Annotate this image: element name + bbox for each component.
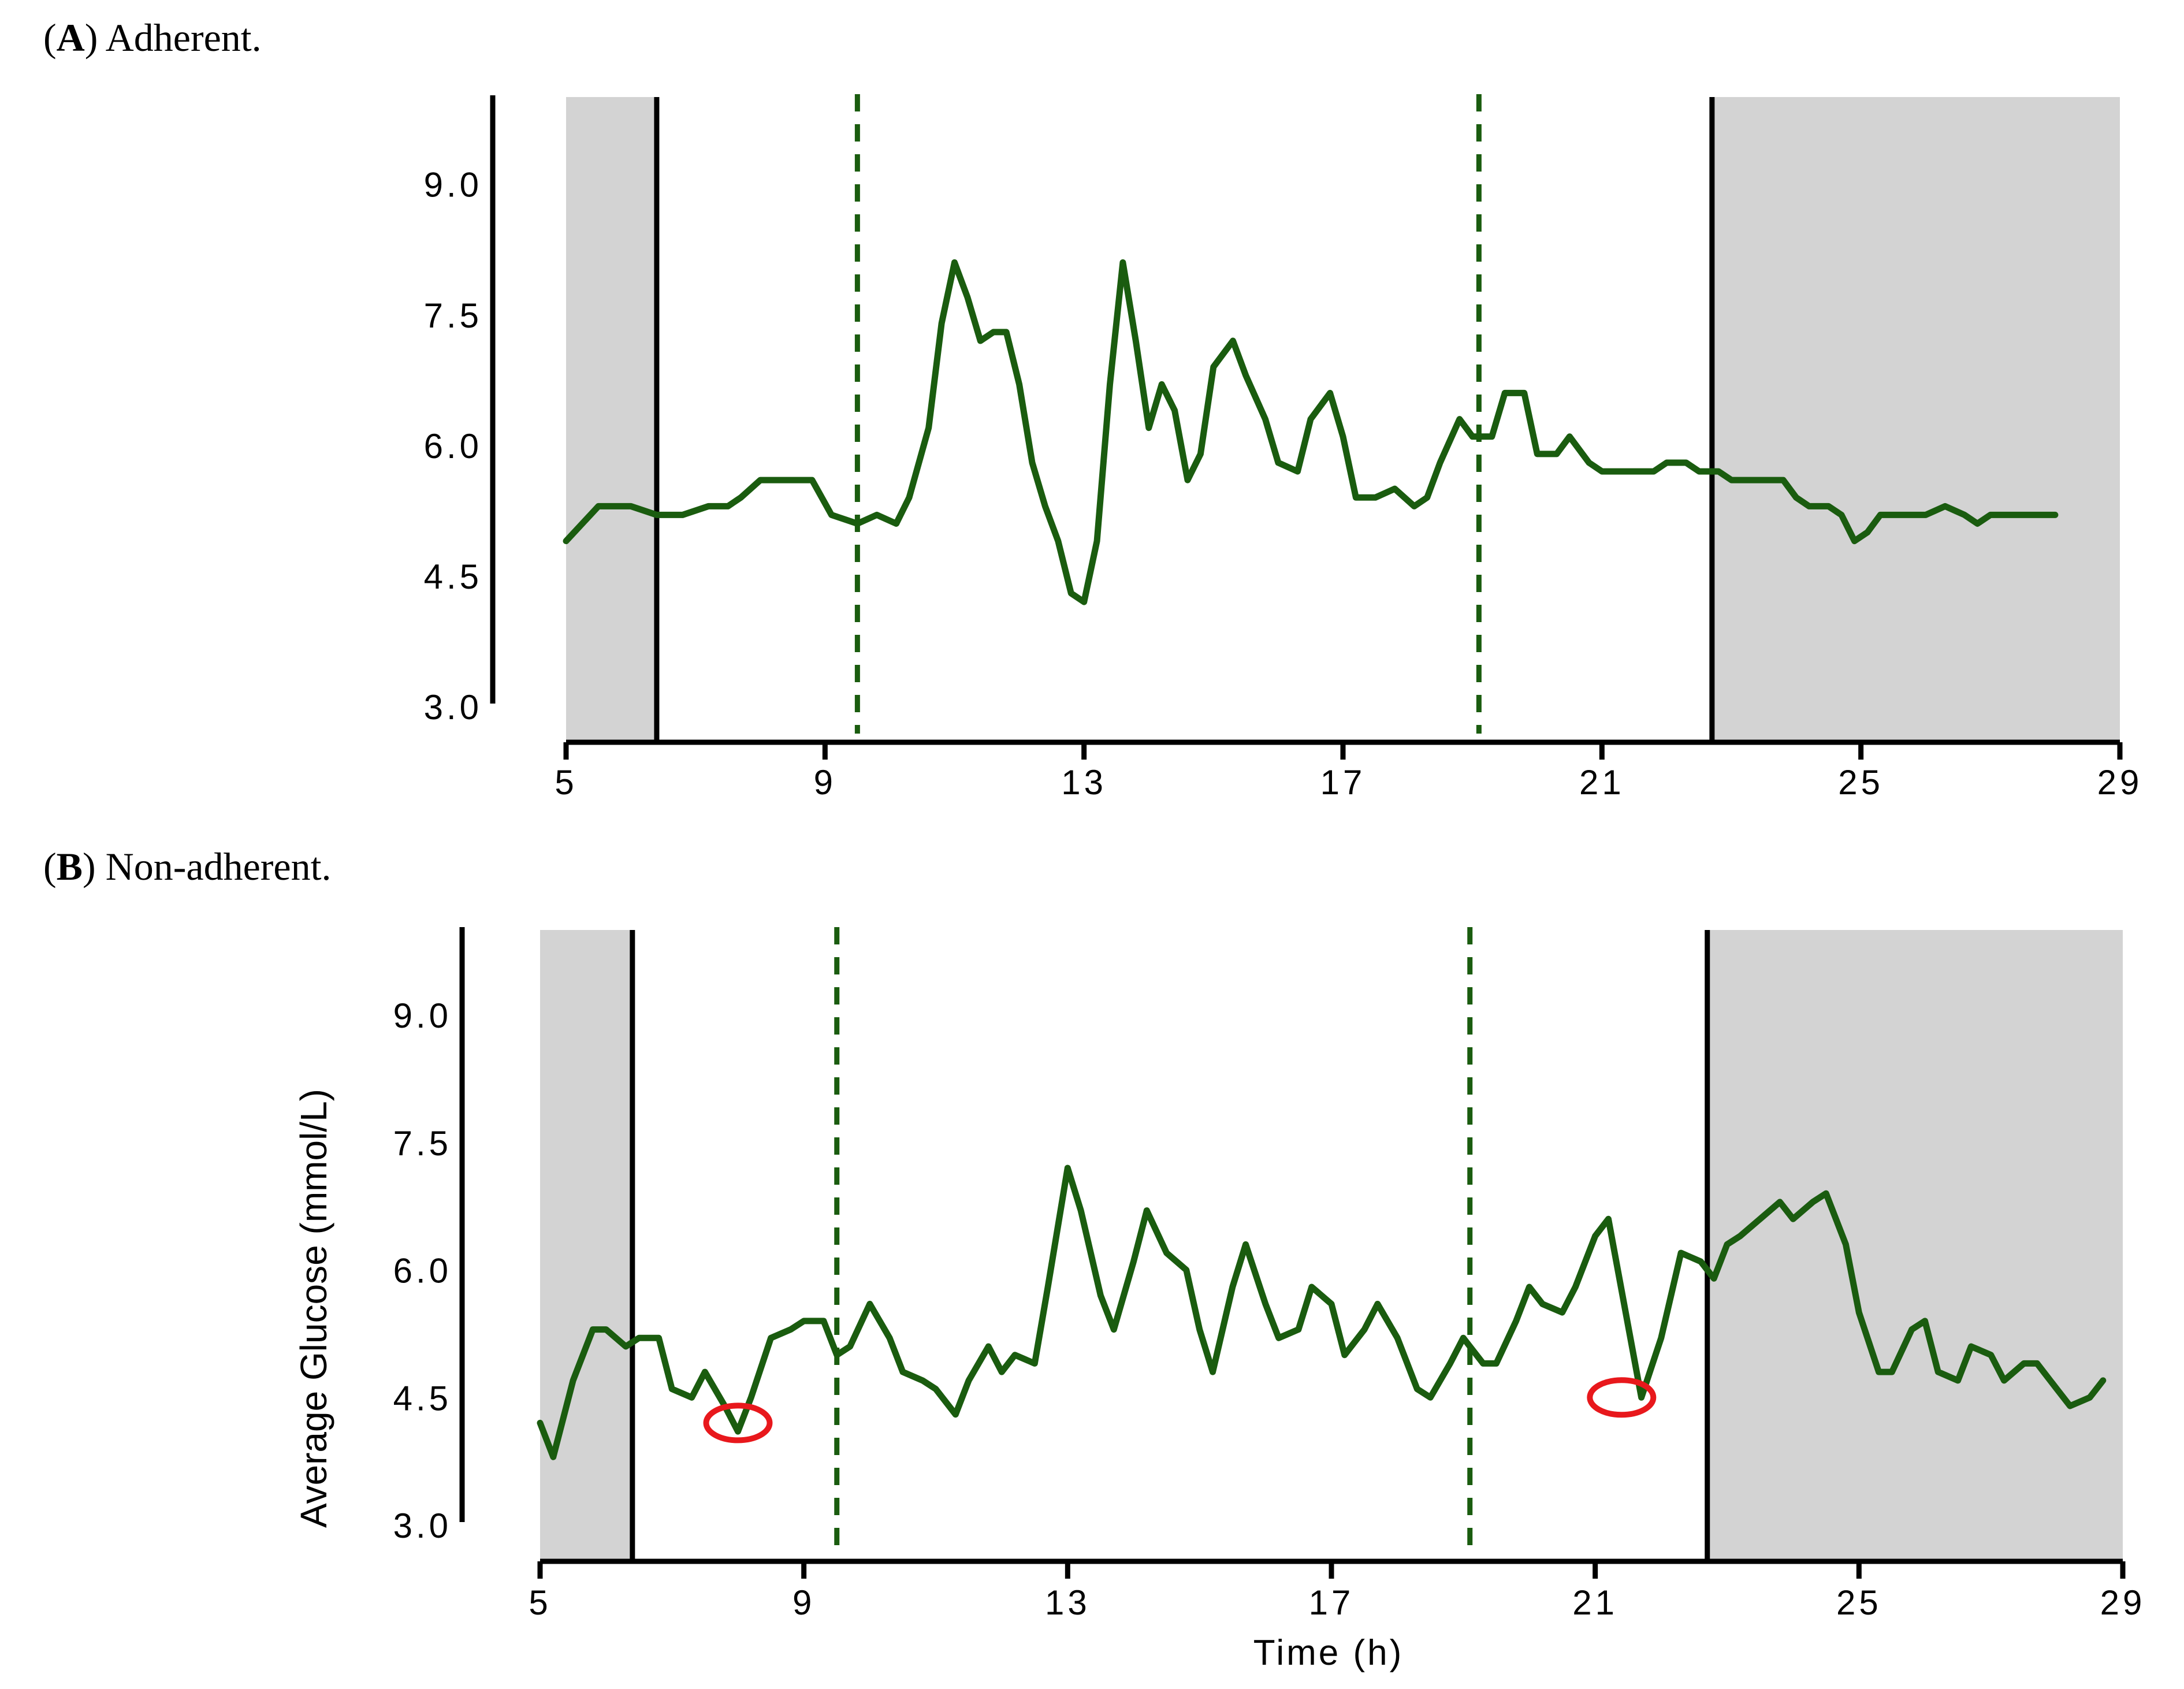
- panel-a-shaded-region-0: [566, 97, 657, 742]
- panel-b-y-tick-label: 4.5: [393, 1379, 452, 1418]
- panel-a-y-tick-label: 3.0: [424, 688, 482, 727]
- panel-b-title: (B) Non-adherent.: [43, 844, 332, 888]
- panel-b-x-tick-label: 21: [1572, 1583, 1618, 1622]
- panel-b-shaded-region-1: [1707, 930, 2123, 1561]
- panel-a-title-text: Adherent.: [106, 16, 262, 59]
- panel-b-x-tick-label: 13: [1045, 1583, 1091, 1622]
- panel-b-x-tick-label: 25: [1836, 1583, 1882, 1622]
- panel-a-glucose-line: [563, 259, 2059, 605]
- panel-a-x-tick-label: 9: [814, 763, 836, 802]
- panel-a-title: (A) Adherent.: [43, 16, 262, 59]
- panel-b-highlight-marker-0: [703, 1402, 773, 1444]
- panel-a-y-tick-label: 6.0: [424, 427, 482, 466]
- panel-a-shaded-region-1: [1712, 97, 2120, 742]
- x-axis-title: Time (h): [1253, 1633, 1404, 1673]
- panel-b-letter: B: [57, 844, 83, 888]
- panel-b-highlight-marker-1: [1587, 1377, 1657, 1418]
- panel-b-x-tick-label: 9: [793, 1583, 815, 1622]
- panel-a-x-tick-label: 17: [1320, 763, 1366, 802]
- panel-b-x-tick-label: 5: [529, 1583, 551, 1622]
- chart-a: 3.0 4.5 6.0 7.5 9.0 5 9 13 17 21 25 29: [424, 94, 2143, 802]
- panel-b-y-tick-label: 3.0: [393, 1506, 452, 1545]
- chart-b: 3.0 4.5 6.0 7.5 9.0 5 9 13 17 21 25 29: [393, 927, 2146, 1622]
- panel-a-y-tick-label: 7.5: [424, 296, 482, 335]
- panel-b-y-tick-label: 9.0: [393, 996, 452, 1035]
- panel-a-y-tick-label: 4.5: [424, 557, 482, 596]
- panel-a-x-tick-label: 13: [1061, 763, 1107, 802]
- panel-a-x-tick-label: 29: [2097, 763, 2143, 802]
- panel-b-y-tick-label: 7.5: [393, 1124, 452, 1163]
- panel-a-x-tick-label: 21: [1579, 763, 1625, 802]
- panel-a-letter: A: [57, 16, 85, 59]
- panel-b-x-tick-label: 29: [2100, 1583, 2146, 1622]
- y-axis-title: Average Glucose (mmol/L): [293, 1089, 334, 1528]
- panel-a-x-tick-label: 5: [555, 763, 577, 802]
- panel-b-glucose-line: [537, 1165, 2107, 1460]
- panel-b-title-text: Non-adherent.: [106, 844, 332, 888]
- panel-b-y-tick-label: 6.0: [393, 1252, 452, 1290]
- panel-b-shaded-region-0: [540, 930, 632, 1561]
- panel-b-x-tick-label: 17: [1309, 1583, 1355, 1622]
- panel-a-x-tick-label: 25: [1838, 763, 1884, 802]
- panel-a-y-tick-label: 9.0: [424, 166, 482, 204]
